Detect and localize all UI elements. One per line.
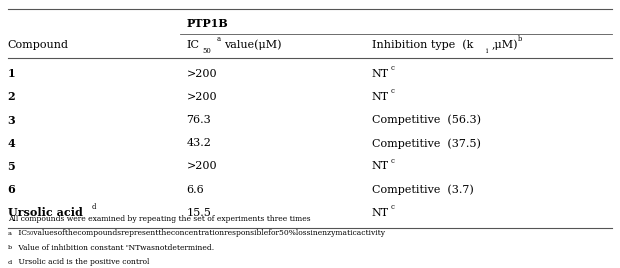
Text: 6.6: 6.6	[187, 185, 205, 195]
Text: Competitive  (3.7): Competitive (3.7)	[372, 184, 474, 195]
Text: Ursolic acid: Ursolic acid	[7, 207, 82, 218]
Text: NT: NT	[372, 69, 389, 79]
Text: 50: 50	[203, 47, 211, 55]
Text: IC: IC	[187, 40, 200, 50]
Text: i: i	[486, 47, 488, 55]
Text: 3: 3	[7, 115, 16, 126]
Text: 2: 2	[7, 91, 15, 102]
Text: Compound: Compound	[7, 40, 69, 50]
Text: 5: 5	[7, 161, 16, 172]
Text: d: d	[7, 259, 12, 265]
Text: 43.2: 43.2	[187, 138, 211, 148]
Text: c: c	[390, 64, 394, 72]
Text: 4: 4	[7, 138, 16, 149]
Text: Ursolic acid is the positive control: Ursolic acid is the positive control	[16, 258, 149, 266]
Text: c: c	[390, 203, 394, 211]
Text: Competitive  (56.3): Competitive (56.3)	[372, 115, 480, 125]
Text: 15.5: 15.5	[187, 208, 211, 218]
Text: a: a	[7, 230, 12, 236]
Text: IC₅₀valuesofthecompoundsrepresenttheconcentrationresponsiblefor50%lossinenzymati: IC₅₀valuesofthecompoundsrepresenttheconc…	[16, 229, 384, 237]
Text: a: a	[217, 35, 221, 43]
Text: d: d	[92, 203, 96, 211]
Text: Value of inhibition constant ᶜNTwasnotdetermined.: Value of inhibition constant ᶜNTwasnotde…	[16, 244, 214, 252]
Text: c: c	[390, 157, 394, 165]
Text: c: c	[390, 87, 394, 95]
Text: Inhibition type  (k: Inhibition type (k	[372, 40, 473, 50]
Text: 76.3: 76.3	[187, 115, 211, 125]
Text: >200: >200	[187, 69, 217, 79]
Text: 1: 1	[7, 68, 15, 79]
Text: NT: NT	[372, 92, 389, 102]
Text: NT: NT	[372, 161, 389, 172]
Text: >200: >200	[187, 161, 217, 172]
Text: Competitive  (37.5): Competitive (37.5)	[372, 138, 480, 148]
Text: b: b	[7, 245, 12, 250]
Text: NT: NT	[372, 208, 389, 218]
Text: value(μM): value(μM)	[224, 40, 281, 50]
Text: >200: >200	[187, 92, 217, 102]
Text: 6: 6	[7, 184, 16, 195]
Text: All compounds were examined by repeating the set of experiments three times: All compounds were examined by repeating…	[7, 215, 310, 223]
Text: ,μM): ,μM)	[492, 40, 518, 50]
Text: PTP1B: PTP1B	[187, 18, 228, 29]
Text: b: b	[517, 35, 522, 43]
